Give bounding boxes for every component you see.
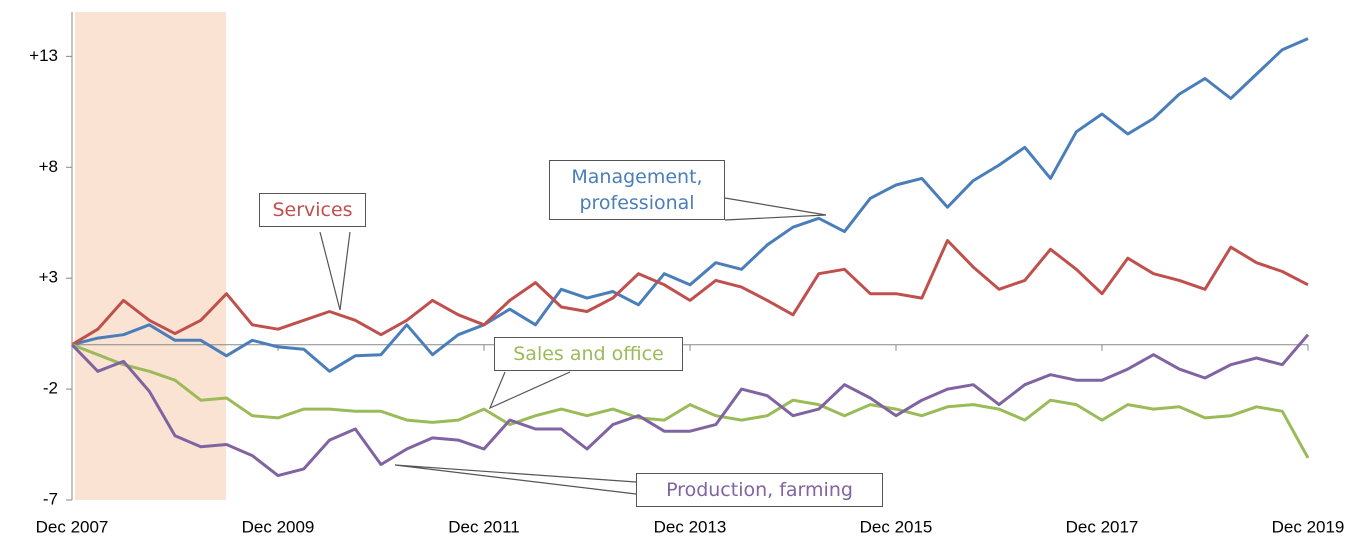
callout-line	[394, 464, 637, 495]
callout-line	[488, 371, 571, 410]
callout-line	[724, 197, 827, 221]
y-tick-label: +8	[39, 157, 58, 176]
y-tick-label: +3	[39, 268, 58, 287]
annotation: Production, farming	[636, 473, 883, 507]
series-line	[71, 37, 1309, 373]
annotation: Sales and office	[494, 337, 683, 371]
x-tick-label: Dec 2009	[242, 517, 315, 536]
series-line	[70, 333, 1310, 478]
x-tick-label: Dec 2007	[36, 517, 109, 536]
x-tick-label: Dec 2011	[448, 517, 520, 536]
series-line	[71, 343, 1310, 459]
series-line	[71, 239, 1309, 346]
y-tick-label: -7	[43, 489, 58, 508]
x-tick-label: Dec 2013	[654, 517, 727, 536]
annotation: Management, professional	[549, 160, 725, 220]
y-tick-label: -2	[43, 379, 58, 398]
x-tick-label: Dec 2017	[1066, 517, 1139, 536]
x-tick-label: Dec 2015	[860, 517, 933, 536]
callout-line	[319, 231, 351, 311]
recession-shading	[75, 12, 226, 500]
y-tick-label: +13	[29, 46, 58, 65]
annotation: Services	[259, 193, 366, 227]
callouts	[319, 197, 827, 495]
x-tick-label: Dec 2019	[1272, 517, 1345, 536]
